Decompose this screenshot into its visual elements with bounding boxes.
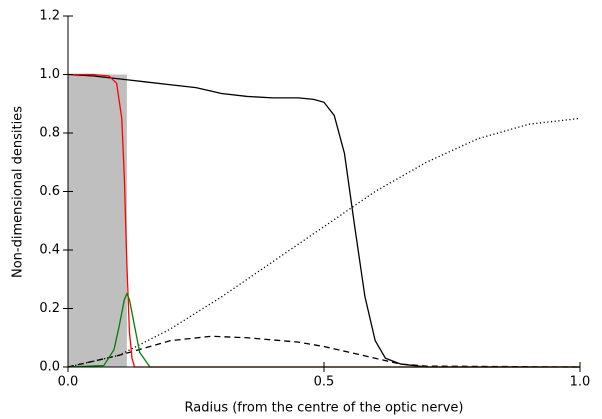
y-axis-label: Non-dimensional densities	[11, 106, 26, 278]
line	[67, 73, 580, 368]
x-tick-label: 1.0	[570, 375, 591, 390]
y-tick-label: 0.4	[39, 243, 60, 258]
y-tick-label: 0.2	[39, 301, 60, 316]
line	[67, 117, 581, 368]
y-tick-label: 0.6	[39, 184, 60, 199]
shaded-area	[68, 74, 127, 367]
y-tick-label: 0.0	[39, 360, 60, 375]
y-tick-label: 1.2	[39, 9, 60, 24]
y-tick-label: 1.0	[39, 67, 60, 82]
x-tick-label: 0.0	[58, 375, 79, 390]
line	[68, 73, 580, 368]
y-tick-label: 0.8	[39, 126, 60, 141]
x-tick-label: 0.5	[314, 375, 335, 390]
line	[67, 292, 580, 368]
x-axis-label: Radius (from the centre of the optic ner…	[185, 401, 464, 416]
line	[67, 335, 581, 368]
